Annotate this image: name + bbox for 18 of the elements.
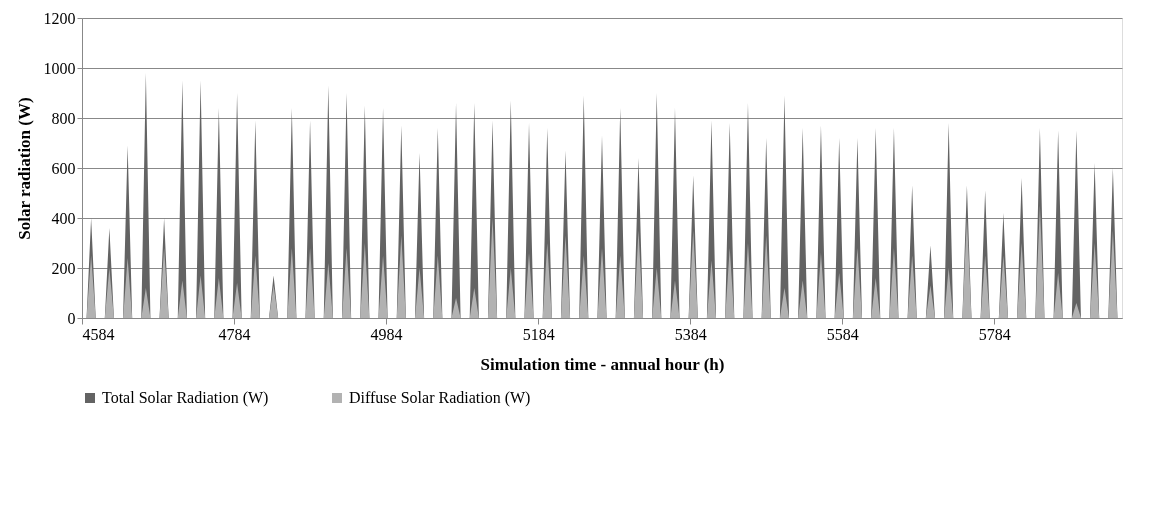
- x-tick-label: 5384: [674, 325, 707, 343]
- y-tick-label: 0: [67, 309, 76, 327]
- y-tick-label: 200: [51, 259, 76, 277]
- legend-label: Diffuse Solar Radiation (W): [349, 389, 531, 407]
- y-tick-label: 800: [51, 109, 76, 127]
- y-tick-label: 1200: [43, 9, 76, 27]
- x-tick-label: 5784: [978, 325, 1011, 343]
- legend-label: Total Solar Radiation (W): [102, 389, 269, 407]
- y-tick-label: 1000: [43, 59, 76, 77]
- x-axis-title: Simulation time - annual hour (h): [480, 354, 725, 374]
- y-tick-label: 400: [51, 209, 76, 227]
- x-tick-label: 4584: [82, 325, 115, 343]
- x-tick-label: 4984: [370, 325, 403, 343]
- x-tick-label: 4784: [218, 325, 251, 343]
- y-axis-title: Solar radiation (W): [14, 97, 34, 240]
- x-tick-label: 5584: [826, 325, 859, 343]
- x-tick-label: 5184: [522, 325, 555, 343]
- y-tick-label: 600: [51, 159, 76, 177]
